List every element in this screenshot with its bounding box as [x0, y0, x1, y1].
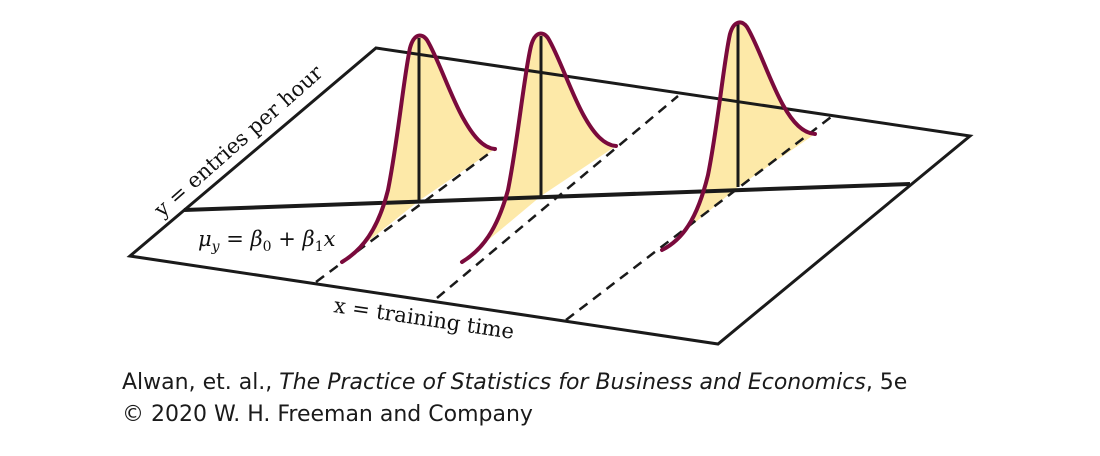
y-axis-label: y = entries per hour — [149, 60, 328, 223]
dashed-guide-3 — [565, 113, 836, 321]
credit-copyright: © 2020 W. H. Freeman and Company — [122, 402, 533, 427]
credit-authors: Alwan, et. al., — [122, 370, 280, 395]
xy-plane — [126, 46, 974, 346]
credit-edition: , 5e — [865, 370, 908, 395]
distribution-curve-2 — [460, 31, 618, 264]
credit-citation: Alwan, et. al., The Practice of Statisti… — [122, 370, 907, 395]
credit-book-title: The Practice of Statistics for Business … — [279, 370, 866, 395]
regression-line — [183, 182, 911, 212]
dashed-guide-2 — [436, 95, 679, 299]
distribution-fill-2 — [462, 33, 616, 262]
distribution-curve-3 — [660, 20, 817, 252]
distribution-curve-1 — [340, 33, 497, 264]
regression-equation-label: μy = β0 + β1x — [198, 227, 336, 255]
